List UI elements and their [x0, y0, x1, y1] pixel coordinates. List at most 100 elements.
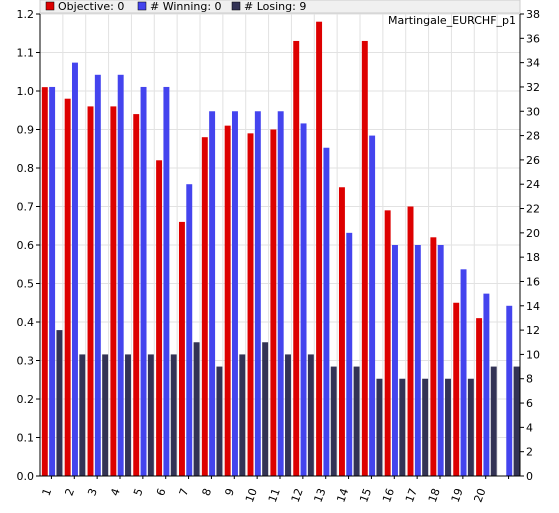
y-right-tick-label: 12 — [526, 324, 540, 337]
bar-winning — [414, 245, 421, 476]
bar-winning — [300, 123, 307, 476]
y-right-tick-label: 24 — [526, 178, 540, 191]
y-right-tick-label: 30 — [526, 105, 540, 118]
y-left-tick-label: 0.8 — [17, 162, 35, 175]
x-tick-label: 10 — [243, 487, 260, 505]
y-left-tick-label: 0.1 — [17, 432, 35, 445]
legend-label: Objective: 0 — [58, 0, 124, 13]
bar-losing — [353, 366, 360, 476]
x-tick-label: 5 — [131, 487, 146, 498]
x-tick-label: 20 — [472, 487, 489, 505]
bar-winning — [232, 111, 238, 477]
legend-swatch — [231, 1, 241, 11]
y-right-tick-label: 4 — [526, 421, 533, 434]
y-left-tick-label: 1.2 — [17, 8, 35, 21]
x-tick-label: 17 — [403, 487, 420, 505]
x-tick-label: 4 — [108, 487, 123, 498]
bar-losing — [422, 378, 429, 476]
y-left-tick-label: 0.6 — [17, 239, 35, 252]
y-left-tick-label: 0.7 — [17, 201, 35, 214]
x-tick-label: 6 — [154, 487, 169, 498]
y-right-tick-label: 2 — [526, 446, 533, 459]
bar-objective — [453, 302, 460, 476]
bar-winning — [49, 86, 56, 477]
bar-winning — [392, 245, 398, 476]
bar-objective — [270, 129, 277, 476]
y-right-tick-label: 16 — [526, 275, 540, 288]
bar-winning — [437, 245, 444, 476]
bar-losing — [285, 354, 291, 476]
y-right-tick-label: 28 — [526, 130, 540, 143]
bar-losing — [307, 354, 314, 476]
bar-losing — [193, 342, 200, 476]
x-tick-label: 16 — [380, 487, 397, 505]
bar-losing — [239, 354, 246, 476]
y-right-tick-label: 36 — [526, 32, 540, 45]
bar-winning — [369, 135, 376, 476]
bar-objective — [156, 160, 163, 477]
bar-winning — [186, 184, 193, 477]
axes: 0.0 0.1 0.2 0.3 0.4 0.5 0.6 0.7 0.8 0.9 1.0 1.1 1.2 0… — [17, 8, 541, 504]
y-left-tick-label: 1.1 — [17, 47, 35, 60]
bar-objective — [87, 106, 94, 477]
bar-losing — [147, 354, 154, 476]
bar-winning — [346, 232, 353, 476]
bar-winning — [209, 111, 216, 477]
y-right-tick-label: 22 — [526, 203, 540, 216]
x-tick-label: 7 — [177, 487, 192, 498]
bar-losing — [330, 366, 337, 476]
bar-winning — [94, 74, 101, 476]
bar-losing — [399, 378, 406, 476]
y-right-tick-label: 18 — [526, 251, 540, 264]
y-left-tick-label: 0.2 — [17, 393, 35, 406]
x-tick-label: 3 — [85, 487, 100, 498]
bar-losing — [216, 366, 223, 476]
x-tick-label: 14 — [334, 487, 351, 505]
bar-losing — [170, 354, 177, 476]
x-tick-label: 2 — [62, 487, 77, 498]
bar-losing — [56, 330, 63, 476]
y-left-tick-label: 0.4 — [17, 316, 35, 329]
bar-winning — [254, 111, 261, 477]
y-left-tick-label: 0.0 — [17, 470, 35, 483]
bar-series — [41, 21, 520, 477]
bar-objective — [476, 318, 483, 476]
bar-losing — [262, 342, 269, 476]
y-right-tick-label: 20 — [526, 227, 540, 240]
bar-objective — [41, 87, 48, 477]
x-tick-label: 9 — [222, 487, 237, 498]
x-tick-label: 19 — [449, 487, 466, 505]
bar-losing — [102, 354, 109, 476]
y-left-tick-label: 0.9 — [17, 124, 35, 137]
y-left-tick-label: 1.0 — [17, 85, 35, 98]
bar-winning — [277, 111, 284, 477]
legend-swatch — [137, 1, 147, 11]
bar-objective — [293, 40, 300, 476]
bar-winning — [460, 269, 467, 476]
bar-objective — [384, 210, 391, 476]
x-tick-label: 13 — [312, 487, 329, 505]
legend-swatch — [45, 1, 55, 11]
x-tick-label: 11 — [266, 487, 283, 505]
bar-winning — [163, 86, 170, 477]
bar-objective — [178, 221, 185, 476]
legend-bar — [39, 0, 521, 14]
bar-objective — [224, 125, 231, 477]
y-right-tick-label: 32 — [526, 81, 540, 94]
bar-losing — [513, 366, 520, 476]
y-left-tick-label: 0.5 — [17, 278, 35, 291]
bar-winning — [483, 293, 490, 476]
bar-objective — [64, 98, 71, 476]
bar-winning — [117, 74, 124, 476]
bar-winning — [140, 86, 147, 477]
bar-objective — [316, 21, 323, 476]
bar-objective — [110, 106, 117, 477]
bar-losing — [490, 366, 497, 476]
y-right-tick-label: 8 — [526, 373, 533, 386]
bar-losing — [467, 378, 474, 476]
bar-objective — [247, 133, 254, 476]
y-right-tick-label: 0 — [526, 470, 533, 483]
bar-objective — [338, 187, 345, 476]
bar-objective — [361, 40, 368, 476]
